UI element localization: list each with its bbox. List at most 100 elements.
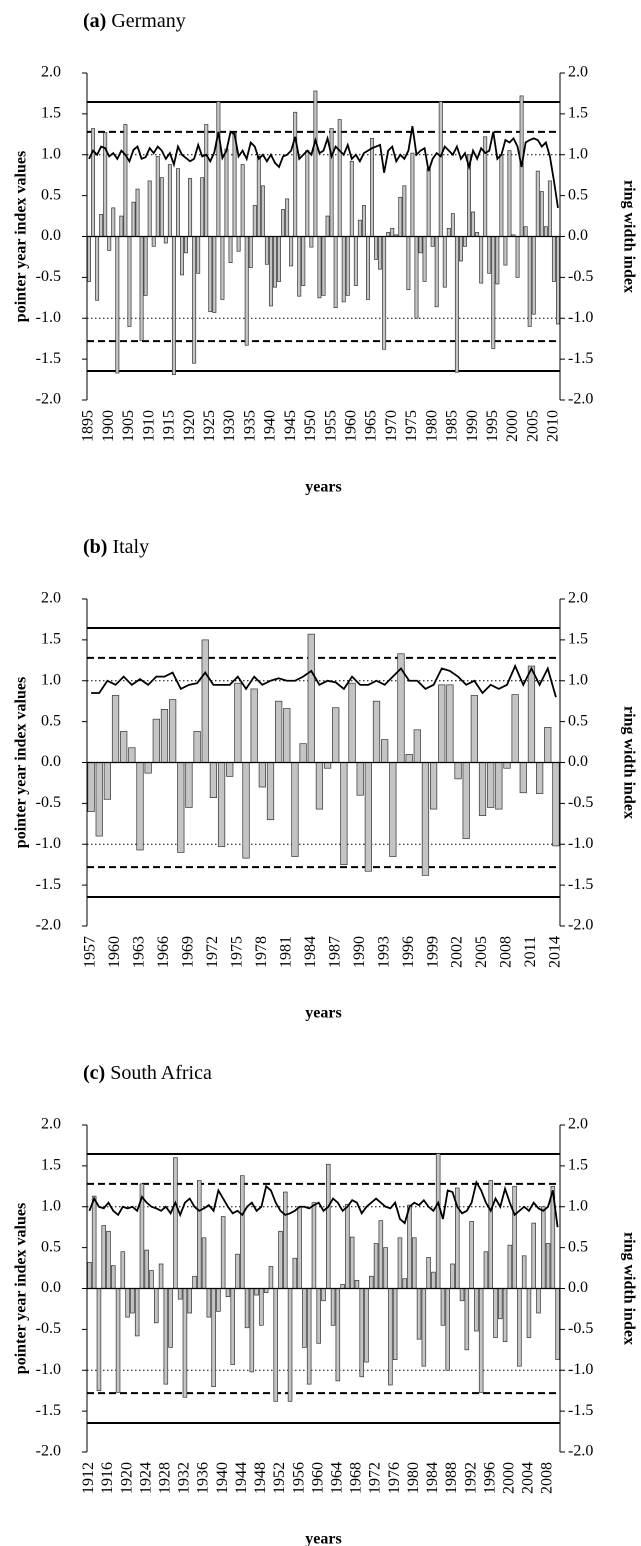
bar — [301, 236, 306, 286]
x-tick-label: 1952 — [271, 1462, 288, 1494]
bar — [483, 1251, 489, 1289]
bar — [187, 1288, 192, 1314]
y2-tick-label: 1.0 — [568, 145, 588, 162]
bar — [235, 1253, 240, 1289]
bar — [378, 236, 383, 270]
bar — [123, 124, 128, 237]
y-tick-label: 1.0 — [41, 671, 61, 688]
bar — [273, 236, 277, 288]
y-tick-label: 1.5 — [41, 1157, 61, 1174]
x-tick-label: 1945 — [282, 410, 299, 442]
bar — [200, 177, 205, 237]
y-tick-label: 0.5 — [41, 712, 61, 729]
bar — [556, 236, 560, 325]
bar — [478, 1288, 484, 1393]
y-tick-label: 1.0 — [41, 1197, 61, 1214]
bar — [264, 236, 269, 265]
bar — [134, 1288, 140, 1337]
y2-tick-label: 2.0 — [568, 1116, 588, 1133]
x-tick-label: 1987 — [326, 936, 343, 968]
bar — [302, 1288, 307, 1348]
bar — [171, 236, 176, 376]
bar — [242, 762, 250, 859]
y-tick-label: 0.0 — [41, 753, 61, 770]
y2-tick-label: -1.5 — [568, 350, 593, 367]
bar — [429, 762, 438, 810]
bar — [353, 236, 358, 286]
bar — [517, 1288, 522, 1367]
bar — [95, 762, 103, 837]
x-tick-label: 1963 — [131, 936, 148, 968]
bar — [292, 1257, 298, 1289]
bar — [163, 236, 168, 244]
bar — [230, 1288, 235, 1365]
bar — [311, 1202, 317, 1289]
x-tick-label: 1980 — [405, 1462, 422, 1494]
bar — [527, 665, 536, 763]
bar — [152, 718, 160, 763]
y-tick-label: -1.5 — [36, 876, 61, 893]
x-tick-label: 1895 — [80, 410, 97, 442]
bar — [277, 236, 281, 282]
x-tick-label: 1984 — [424, 1462, 441, 1494]
bar — [208, 236, 213, 313]
bar — [111, 207, 116, 237]
bar — [283, 708, 291, 763]
bar — [325, 215, 330, 237]
y2-tick-label: 0.5 — [568, 186, 588, 203]
x-tick-label: 1956 — [290, 1462, 307, 1494]
bar — [364, 1288, 369, 1363]
bar — [160, 709, 169, 763]
bar — [285, 198, 290, 237]
bar — [474, 1288, 479, 1332]
bar — [332, 707, 340, 763]
bar — [547, 180, 552, 237]
bar — [386, 232, 391, 237]
bar — [287, 1288, 293, 1402]
bar — [87, 236, 91, 282]
y2-tick-label: 1.0 — [568, 671, 588, 688]
bar — [555, 1288, 560, 1360]
bar — [373, 1243, 379, 1289]
bar — [478, 762, 487, 816]
bar — [268, 1266, 274, 1289]
bar — [357, 219, 362, 237]
x-tick-label: 1976 — [386, 1462, 403, 1494]
bar — [177, 1288, 183, 1300]
x-tick-label: 1948 — [252, 1462, 269, 1494]
y2-tick-label: -1.5 — [568, 876, 593, 893]
x-tick-label: 1996 — [481, 1462, 498, 1494]
x-tick-label: 2005 — [473, 936, 490, 968]
bar — [266, 762, 275, 821]
x-tick-label: 1905 — [120, 410, 137, 442]
bar — [130, 1288, 135, 1314]
x-tick-label: 1964 — [329, 1462, 346, 1494]
bar — [309, 236, 314, 248]
x-tick-label: 1965 — [363, 410, 380, 442]
bar — [359, 1288, 364, 1378]
bar — [383, 1247, 388, 1289]
bar — [498, 1288, 503, 1320]
bar — [244, 236, 249, 346]
bar — [111, 1265, 116, 1289]
y2-tick-label: 1.5 — [568, 1157, 588, 1174]
bar — [313, 90, 318, 237]
y-tick-label: 1.5 — [41, 105, 61, 122]
bar — [471, 211, 476, 237]
bar — [248, 236, 253, 268]
y-tick-label: 2.0 — [41, 64, 61, 81]
bar — [493, 1288, 498, 1338]
x-tick-label: 2010 — [545, 410, 562, 442]
x-tick-label: 1992 — [462, 1462, 479, 1494]
bar — [91, 1195, 97, 1289]
bar — [329, 128, 334, 237]
bar — [143, 236, 148, 296]
bar — [405, 753, 413, 763]
y2-tick-label: 0.5 — [568, 1238, 588, 1255]
bar — [382, 236, 387, 350]
bar — [495, 236, 500, 285]
bar — [531, 1222, 536, 1289]
y2-tick-label: -1.0 — [568, 309, 593, 326]
y-tick-label: -0.5 — [36, 268, 61, 285]
y-tick-label: -1.0 — [36, 1361, 61, 1378]
